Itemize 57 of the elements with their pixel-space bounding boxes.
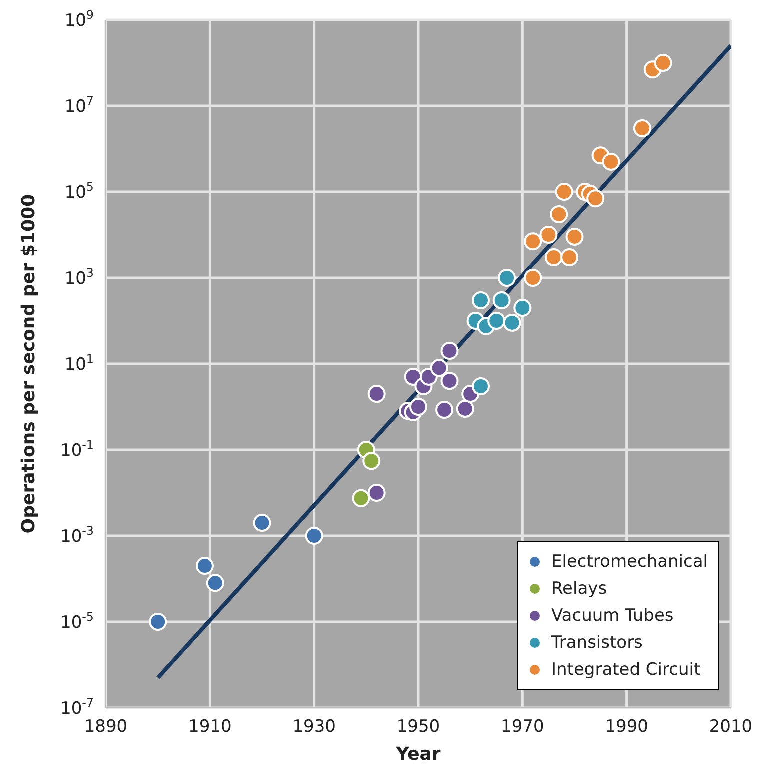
y-tick-label: 10$^{-5}$ [60, 610, 94, 633]
x-tick-label: 1930 [292, 717, 336, 737]
point [436, 401, 454, 420]
point [654, 54, 672, 72]
point [362, 452, 381, 470]
point [410, 398, 428, 416]
point [368, 484, 386, 502]
point [305, 527, 324, 545]
y-axis-title: Operations per second per $1000 [18, 194, 40, 534]
y-tick-label: 10$^{-7}$ [60, 696, 94, 719]
y-tick-label: 10$^{7}$ [64, 94, 94, 117]
x-tick-label: 1950 [396, 717, 440, 737]
point [149, 613, 168, 631]
point [514, 299, 532, 318]
point [566, 228, 584, 246]
point [560, 248, 579, 266]
legend-label: Transistors [552, 632, 643, 652]
legend-label: Integrated Circuit [552, 660, 701, 680]
x-tick-label: 1970 [501, 717, 544, 737]
x-tick-label: 1910 [188, 717, 232, 737]
y-tick-label: 10$^{3}$ [64, 266, 94, 289]
point [586, 190, 605, 208]
point [524, 269, 542, 287]
y-tick-label: 10$^{-1}$ [60, 438, 94, 461]
point [368, 385, 386, 404]
point [352, 489, 370, 508]
point [550, 205, 568, 224]
point [430, 359, 448, 378]
point [503, 314, 522, 332]
y-tick-label: 10$^{-3}$ [60, 524, 94, 547]
point [488, 312, 506, 330]
x-tick-label: 1990 [605, 717, 648, 737]
point [555, 183, 574, 201]
point [492, 291, 511, 310]
y-tick-label: 10$^{1}$ [64, 352, 94, 375]
x-tick-label: 1890 [84, 717, 128, 737]
point [472, 291, 490, 310]
point [206, 574, 224, 592]
legend-label: Relays [552, 578, 608, 598]
y-tick-label: 10$^{5}$ [64, 180, 94, 203]
point [253, 514, 272, 532]
point [602, 152, 620, 171]
x-tick-label: 2010 [709, 717, 753, 737]
point [544, 248, 563, 266]
x-axis-title: Year [395, 744, 441, 765]
point [440, 372, 459, 390]
point [196, 557, 214, 576]
point [472, 377, 490, 396]
y-tick-label: 10$^{9}$ [64, 8, 94, 31]
legend-label: Vacuum Tubes [552, 606, 674, 626]
point [540, 226, 558, 244]
legend-label: Electromechanical [552, 552, 708, 572]
point [524, 232, 542, 251]
point [498, 269, 516, 287]
point [440, 342, 459, 360]
point [633, 119, 652, 138]
point [456, 400, 474, 418]
